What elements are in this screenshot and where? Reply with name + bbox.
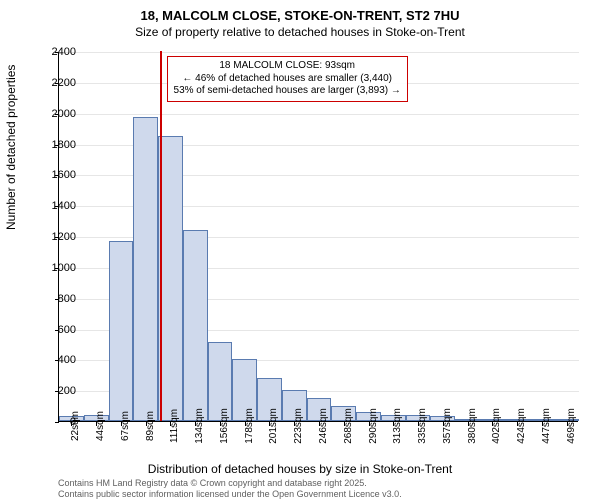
attribution-line-1: Contains HM Land Registry data © Crown c… [58, 478, 402, 489]
ytick-label: 1000 [36, 262, 76, 274]
xtick-label: 335sqm [417, 408, 428, 444]
annotation-line: ← 46% of detached houses are smaller (3,… [174, 73, 401, 86]
y-axis-label: Number of detached properties [4, 65, 18, 230]
xtick-label: 313sqm [392, 408, 403, 444]
ytick-label: 400 [36, 354, 76, 366]
ytick-label: 2400 [36, 46, 76, 58]
attribution-text: Contains HM Land Registry data © Crown c… [58, 478, 402, 500]
xtick-label: 402sqm [491, 408, 502, 444]
ytick-label: 1200 [36, 231, 76, 243]
property-marker-line [160, 51, 162, 421]
histogram-bar [158, 136, 183, 421]
xtick-label: 380sqm [467, 408, 478, 444]
xtick-label: 246sqm [318, 408, 329, 444]
x-axis-label: Distribution of detached houses by size … [0, 462, 600, 476]
xtick-label: 290sqm [368, 408, 379, 444]
chart-title-2: Size of property relative to detached ho… [0, 23, 600, 39]
xtick-label: 89sqm [145, 411, 156, 441]
ytick-label: 2000 [36, 108, 76, 120]
grid-line [59, 52, 579, 53]
histogram-bar [109, 241, 134, 421]
annotation-box: 18 MALCOLM CLOSE: 93sqm← 46% of detached… [167, 56, 408, 102]
annotation-line: 53% of semi-detached houses are larger (… [174, 85, 401, 98]
xtick-label: 223sqm [293, 408, 304, 444]
ytick-label: 800 [36, 293, 76, 305]
xtick-label: 178sqm [244, 408, 255, 444]
ytick-label: 1800 [36, 139, 76, 151]
xtick-label: 134sqm [194, 408, 205, 444]
xtick-label: 111sqm [169, 409, 180, 443]
xtick-label: 447sqm [541, 408, 552, 444]
xtick-label: 357sqm [442, 408, 453, 444]
xtick-label: 201sqm [268, 408, 279, 444]
xtick-label: 67sqm [120, 411, 131, 441]
grid-line [59, 114, 579, 115]
annotation-line: 18 MALCOLM CLOSE: 93sqm [174, 60, 401, 73]
xtick-label: 268sqm [343, 408, 354, 444]
histogram-bar [183, 230, 208, 421]
ytick-label: 200 [36, 385, 76, 397]
xtick-label: 469sqm [566, 408, 577, 444]
ytick-label: 1600 [36, 169, 76, 181]
ytick-label: 2200 [36, 77, 76, 89]
xtick-label: 156sqm [219, 408, 230, 444]
histogram-bar [133, 117, 158, 421]
ytick-label: 1400 [36, 200, 76, 212]
xtick-label: 44sqm [95, 411, 106, 441]
attribution-line-2: Contains public sector information licen… [58, 489, 402, 500]
chart-title-1: 18, MALCOLM CLOSE, STOKE-ON-TRENT, ST2 7… [0, 0, 600, 23]
ytick-label: 600 [36, 324, 76, 336]
xtick-label: 424sqm [516, 408, 527, 444]
xtick-label: 22sqm [70, 411, 81, 441]
plot-area: 18 MALCOLM CLOSE: 93sqm← 46% of detached… [58, 52, 578, 422]
